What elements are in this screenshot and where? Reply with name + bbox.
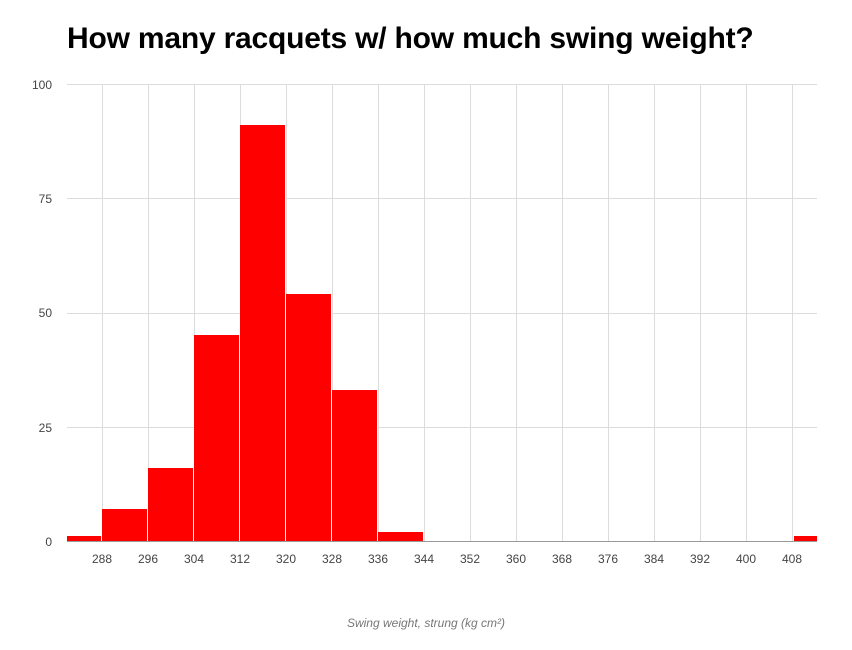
x-tick: 296 xyxy=(137,552,159,566)
vgrid xyxy=(562,84,563,541)
plot-area xyxy=(67,84,817,542)
vgrid xyxy=(470,84,471,541)
x-tick: 304 xyxy=(183,552,205,566)
x-axis-line xyxy=(67,541,817,542)
histogram-bar[interactable] xyxy=(102,509,148,541)
vgrid xyxy=(194,84,195,541)
y-tick-50: 50 xyxy=(38,306,52,320)
x-tick: 320 xyxy=(275,552,297,566)
histogram-bar[interactable] xyxy=(332,390,378,541)
y-tick-0: 0 xyxy=(45,535,52,549)
gridline-75 xyxy=(67,198,817,199)
histogram-bar[interactable] xyxy=(194,335,240,541)
x-tick: 376 xyxy=(597,552,619,566)
histogram-bar[interactable] xyxy=(148,468,194,541)
x-tick: 336 xyxy=(367,552,389,566)
x-tick: 328 xyxy=(321,552,343,566)
vgrid xyxy=(608,84,609,541)
x-tick: 408 xyxy=(781,552,803,566)
vgrid xyxy=(378,84,379,541)
gridline-25 xyxy=(67,427,817,428)
x-tick: 400 xyxy=(735,552,757,566)
x-tick: 288 xyxy=(91,552,113,566)
histogram-bar[interactable] xyxy=(240,125,286,541)
x-tick: 368 xyxy=(551,552,573,566)
histogram-bar[interactable] xyxy=(286,294,332,541)
vgrid xyxy=(102,84,103,541)
vgrid xyxy=(746,84,747,541)
histogram-bar[interactable] xyxy=(67,536,102,541)
histogram-bar[interactable] xyxy=(378,532,424,541)
chart-title: How many racquets w/ how much swing weig… xyxy=(67,22,754,55)
vgrid xyxy=(792,84,793,541)
x-tick: 384 xyxy=(643,552,665,566)
vgrid xyxy=(654,84,655,541)
vgrid xyxy=(148,84,149,541)
vgrid xyxy=(332,84,333,541)
vgrid xyxy=(516,84,517,541)
vgrid xyxy=(424,84,425,541)
x-tick: 312 xyxy=(229,552,251,566)
histogram-bar[interactable] xyxy=(794,536,817,541)
x-tick: 360 xyxy=(505,552,527,566)
x-axis-title: Swing weight, strung (kg cm²) xyxy=(346,616,506,630)
y-tick-100: 100 xyxy=(31,78,52,92)
y-tick-75: 75 xyxy=(38,192,52,206)
gridline-50 xyxy=(67,313,817,314)
x-tick: 392 xyxy=(689,552,711,566)
x-tick: 344 xyxy=(413,552,435,566)
y-tick-25: 25 xyxy=(38,421,52,435)
vgrid xyxy=(700,84,701,541)
x-tick: 352 xyxy=(459,552,481,566)
gridline-100 xyxy=(67,84,817,85)
